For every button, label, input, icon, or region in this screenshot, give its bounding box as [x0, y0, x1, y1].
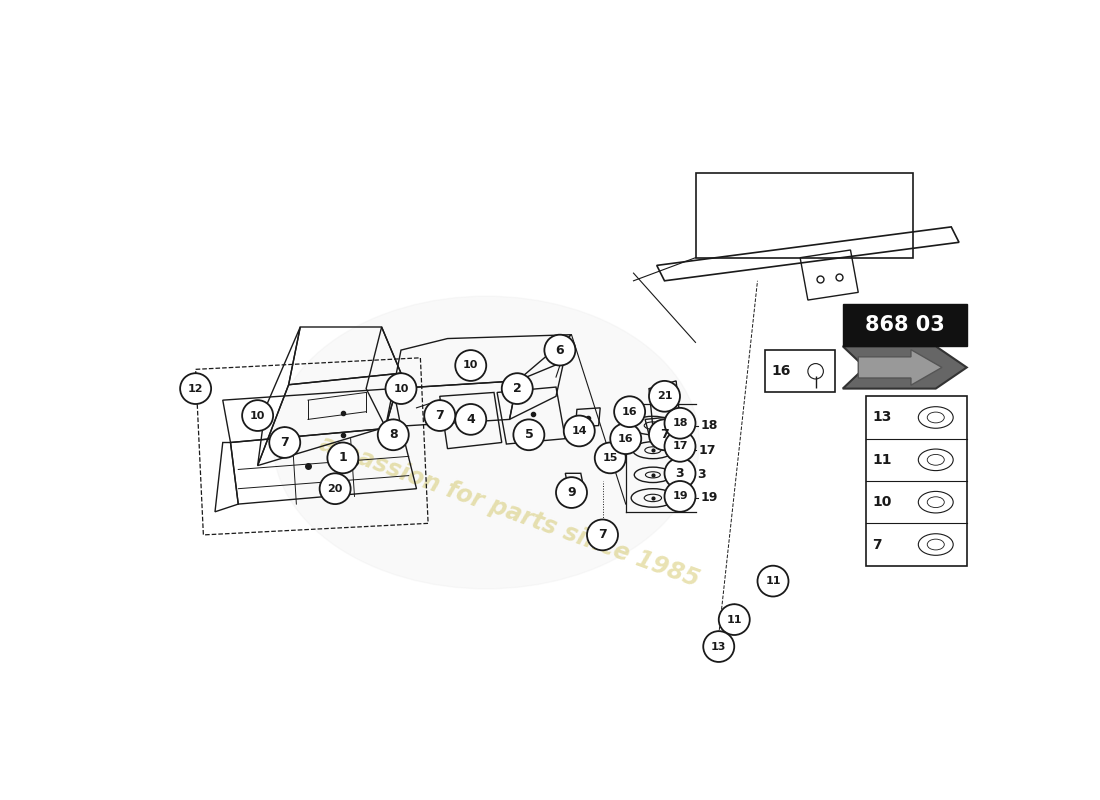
Text: 15: 15: [603, 453, 618, 463]
Circle shape: [556, 477, 587, 508]
Text: 10: 10: [463, 361, 478, 370]
Circle shape: [664, 408, 695, 438]
Text: 16: 16: [621, 406, 637, 417]
Polygon shape: [858, 350, 942, 386]
Text: 11: 11: [726, 614, 742, 625]
Circle shape: [502, 373, 532, 404]
Ellipse shape: [273, 296, 700, 589]
Text: 19: 19: [672, 491, 688, 502]
Circle shape: [270, 427, 300, 458]
Text: 17: 17: [672, 442, 688, 451]
Text: 11: 11: [766, 576, 781, 586]
Text: a passion for parts since 1985: a passion for parts since 1985: [316, 432, 703, 592]
Text: 7: 7: [660, 428, 669, 442]
Text: 7: 7: [598, 529, 607, 542]
Text: 16: 16: [771, 364, 791, 378]
Text: 3: 3: [675, 467, 684, 480]
Circle shape: [563, 415, 595, 446]
Circle shape: [587, 519, 618, 550]
Text: 10: 10: [872, 495, 892, 509]
Circle shape: [377, 419, 409, 450]
Text: 11: 11: [872, 453, 892, 467]
Text: 14: 14: [571, 426, 587, 436]
Circle shape: [425, 400, 455, 431]
Text: 868 03: 868 03: [865, 315, 945, 335]
Text: 9: 9: [568, 486, 575, 499]
Bar: [184, 382, 206, 396]
Text: 17: 17: [698, 444, 716, 457]
Text: 13: 13: [872, 410, 892, 425]
Circle shape: [758, 566, 789, 597]
Bar: [866, 396, 967, 566]
Circle shape: [328, 442, 359, 474]
Circle shape: [242, 400, 273, 431]
Text: 2: 2: [513, 382, 521, 395]
Text: 8: 8: [389, 428, 397, 442]
Circle shape: [455, 350, 486, 381]
Circle shape: [455, 404, 486, 434]
Text: 21: 21: [657, 391, 672, 402]
Text: 6: 6: [556, 344, 564, 357]
Circle shape: [180, 373, 211, 404]
Polygon shape: [843, 346, 967, 389]
Text: 1: 1: [339, 451, 348, 464]
Text: 5: 5: [525, 428, 533, 442]
Text: 10: 10: [250, 410, 265, 421]
Text: 20: 20: [328, 484, 343, 494]
Text: 7: 7: [436, 409, 444, 422]
Circle shape: [703, 631, 735, 662]
Circle shape: [610, 423, 641, 454]
Bar: [766, 350, 835, 393]
Circle shape: [649, 419, 680, 450]
Circle shape: [544, 334, 575, 366]
Circle shape: [614, 396, 645, 427]
Text: 10: 10: [394, 383, 409, 394]
Circle shape: [514, 419, 544, 450]
Circle shape: [649, 381, 680, 412]
Text: 18: 18: [700, 419, 717, 432]
Text: 12: 12: [188, 383, 204, 394]
Text: 7: 7: [280, 436, 289, 449]
Bar: [695, 173, 913, 258]
Circle shape: [664, 481, 695, 512]
Text: 19: 19: [700, 491, 717, 505]
Circle shape: [664, 458, 695, 489]
Circle shape: [320, 474, 351, 504]
Circle shape: [595, 442, 626, 474]
Circle shape: [664, 431, 695, 462]
Text: 3: 3: [697, 468, 706, 482]
Circle shape: [385, 373, 417, 404]
Circle shape: [718, 604, 750, 635]
Text: 7: 7: [872, 538, 882, 551]
Text: 16: 16: [618, 434, 634, 444]
Text: 18: 18: [672, 418, 688, 428]
Bar: [843, 304, 967, 346]
Text: 4: 4: [466, 413, 475, 426]
Text: 13: 13: [711, 642, 726, 651]
